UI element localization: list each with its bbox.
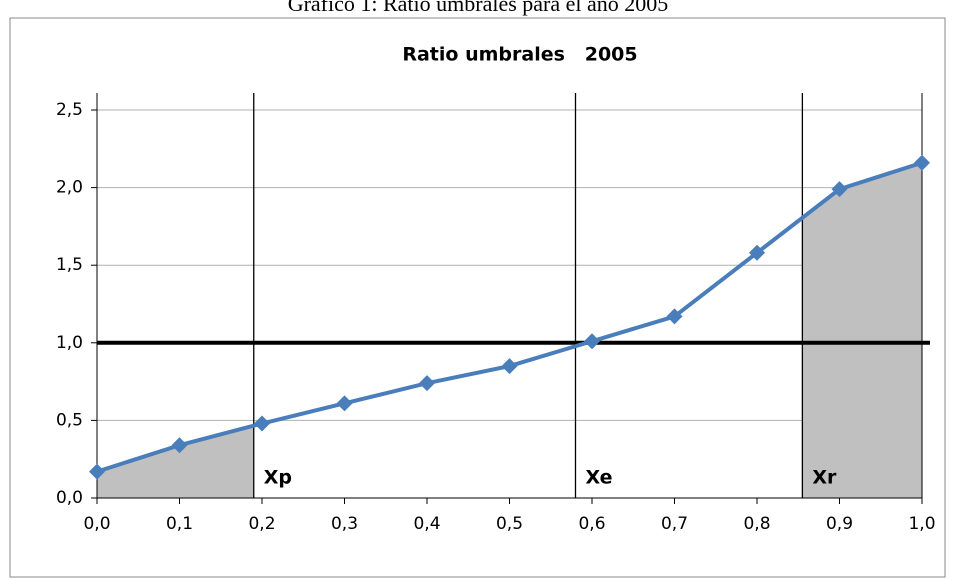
data-point: [254, 415, 270, 432]
data-point: [419, 375, 435, 392]
data-point: [749, 244, 765, 261]
x-tick-label: 0,2: [248, 514, 275, 534]
x-tick-label: 0,1: [166, 514, 193, 534]
data-point: [831, 181, 848, 198]
marker-label: Xp: [264, 467, 292, 489]
data-point: [666, 308, 683, 325]
marker-label: Xe: [586, 467, 613, 489]
x-tick-label: 0,5: [496, 514, 523, 534]
x-tick-label: 0,6: [578, 514, 605, 534]
x-tick-label: 0,3: [331, 514, 358, 534]
y-tick-label: 2,5: [56, 100, 83, 120]
y-tick-label: 0,0: [56, 488, 83, 508]
y-tick-label: 2,0: [56, 178, 83, 198]
data-point: [501, 358, 518, 375]
data-point: [336, 395, 353, 412]
y-tick-label: 1,0: [56, 333, 83, 353]
marker-label: Xr: [812, 467, 837, 489]
x-tick-label: 0,7: [661, 514, 688, 534]
caption: Gráfico 1: Ratio umbrales para el año 20…: [288, 0, 669, 16]
y-tick-label: 0,5: [56, 410, 83, 430]
data-point: [914, 154, 930, 171]
chart-border: [9, 17, 946, 578]
chart-title: Ratio umbrales 2005: [402, 44, 637, 66]
x-tick-label: 0,4: [413, 514, 440, 534]
shaded-area: [802, 162, 922, 498]
shaded-area: [97, 425, 254, 498]
y-tick-label: 1,5: [56, 255, 83, 275]
x-tick-label: 1,0: [908, 514, 935, 534]
x-tick-label: 0,0: [83, 514, 110, 534]
data-point: [171, 437, 188, 454]
data-point: [89, 463, 105, 480]
x-tick-label: 0,8: [743, 514, 770, 534]
x-tick-label: 0,9: [826, 514, 853, 534]
series-line: [96, 160, 923, 474]
data-point: [584, 333, 600, 350]
